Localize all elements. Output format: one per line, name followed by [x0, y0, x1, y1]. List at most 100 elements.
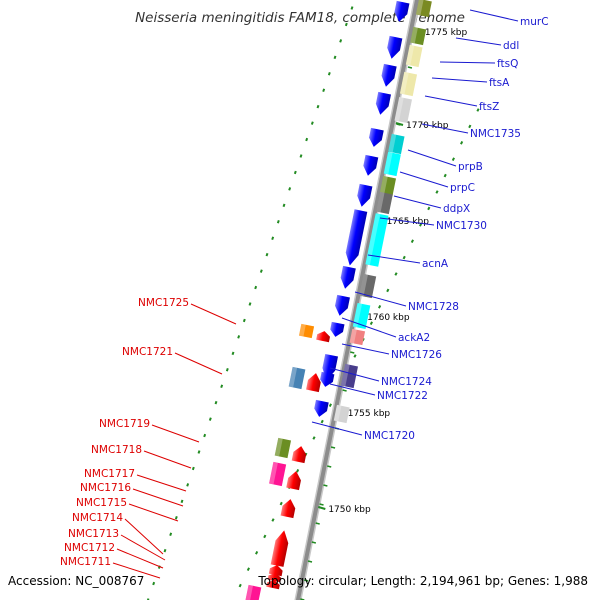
- label-leader-line: [439, 61, 496, 64]
- gene-cog-block-highlight: [349, 328, 357, 344]
- label-leaders: [112, 9, 519, 579]
- ruler-minor-tick: [315, 522, 320, 525]
- forward-gene-arrow: [320, 371, 335, 387]
- gene-cog-block: [376, 191, 393, 215]
- reverse-gene-arrow: [267, 573, 282, 583]
- gene-cog-block: [379, 175, 397, 197]
- gene-label: ddl: [503, 40, 519, 52]
- reverse-gene-arrow-shape: [268, 565, 283, 577]
- guide-dash-inner: [225, 368, 229, 372]
- label-leader-line: [393, 195, 442, 209]
- label-leader-line: [399, 171, 449, 188]
- guide-dash-inner: [305, 137, 309, 142]
- reverse-gene-cog-block-highlight: [288, 366, 298, 388]
- reverse-gene-cog-block-shape: [298, 323, 315, 339]
- gene-cog-block-shape: [359, 273, 377, 299]
- gene-label: NMC1720: [364, 430, 415, 442]
- guide-dash-inner: [333, 55, 337, 60]
- reverse-gene-arrow-shape: [306, 373, 321, 393]
- reverse-gene-arrow: [306, 373, 321, 393]
- dotted-guide-circles: [146, 6, 480, 600]
- ruler-minor-tick: [396, 123, 401, 126]
- guide-dash-outer: [296, 469, 300, 473]
- gene-label: prpC: [450, 182, 475, 194]
- gene-cog-block-highlight: [352, 302, 363, 328]
- gene-features: [245, 0, 432, 600]
- label-leader-line: [116, 548, 164, 569]
- label-leader-line: [120, 534, 166, 561]
- label-leader-line: [329, 383, 376, 396]
- ruler-minor-tick: [311, 541, 317, 544]
- gene-cog-block-highlight: [415, 0, 424, 16]
- forward-gene-arrow: [394, 0, 410, 22]
- gene-cog-block-highlight: [410, 26, 418, 44]
- guide-dash-outer: [419, 223, 423, 227]
- guide-dash-outer: [238, 583, 242, 588]
- guide-dash-outer: [460, 141, 464, 145]
- gene-cog-block-highlight: [365, 213, 381, 266]
- gene-cog-block-highlight: [376, 191, 385, 213]
- gene-cog-block-shape: [333, 404, 350, 424]
- label-leader-line: [379, 217, 435, 226]
- guide-dash-inner: [197, 450, 201, 454]
- gene-cog-block-shape: [405, 44, 423, 68]
- guide-dash-inner: [259, 269, 263, 273]
- gene-cog-block-shape: [415, 0, 432, 18]
- forward-gene-arrow: [387, 35, 403, 59]
- gene-label: NMC1711: [60, 556, 111, 568]
- label-leader-line: [367, 254, 421, 264]
- ruler-minor-tick: [303, 579, 309, 582]
- reverse-gene-cog-block-highlight: [298, 323, 306, 337]
- forward-gene-arrow-shape: [335, 294, 350, 316]
- guide-dash-inner: [180, 499, 184, 504]
- forward-gene-arrow: [369, 127, 384, 147]
- gene-cog-block-shape: [410, 26, 427, 46]
- gene-cog-block: [383, 151, 401, 177]
- guide-dash-inner: [248, 302, 252, 306]
- ruler-minor-tick: [327, 465, 332, 468]
- guide-dash-outer: [271, 518, 275, 522]
- gene-cog-block: [399, 71, 418, 97]
- accession-text: Accession: NC_008767: [8, 574, 145, 588]
- label-leader-line: [424, 95, 478, 107]
- guide-dash-inner: [344, 22, 348, 27]
- forward-gene-arrow: [335, 294, 350, 316]
- gene-cog-block-shape: [376, 191, 393, 215]
- gene-cog-block-shape: [388, 133, 405, 155]
- guide-dash-outer: [255, 551, 259, 555]
- ruler-tick: [318, 506, 326, 510]
- ruler-minor-tick: [350, 351, 355, 354]
- reverse-gene-cog-block-highlight: [269, 461, 278, 485]
- ruler-tick-label: 1775 kbp: [425, 28, 468, 38]
- gene-cog-block: [410, 26, 427, 46]
- gene-label: ftsA: [489, 77, 510, 89]
- guide-dash-outer: [328, 403, 332, 407]
- label-leader-line: [341, 317, 397, 338]
- guide-dash-inner: [293, 170, 297, 175]
- gene-label: NMC1725: [138, 297, 189, 309]
- gene-label: ddpX: [443, 203, 470, 215]
- gene-cog-block-highlight: [379, 175, 388, 195]
- label-leader-line: [469, 9, 519, 22]
- gene-cog-block-shape: [365, 213, 389, 267]
- reverse-gene-cog-block-highlight: [274, 437, 283, 457]
- reverse-gene-arrow-shape: [286, 471, 301, 491]
- guide-dash-inner: [299, 154, 303, 158]
- forward-gene-arrow-shape: [314, 399, 329, 417]
- reverse-gene-cog-block: [288, 366, 306, 390]
- reverse-gene-cog-block-shape: [288, 366, 306, 390]
- gene-label: NMC1726: [391, 349, 442, 361]
- guide-dash-outer: [468, 124, 472, 129]
- gene-cog-block: [365, 213, 389, 267]
- gene-label: NMC1713: [68, 528, 119, 540]
- reverse-gene-cog-block-highlight: [245, 584, 254, 600]
- backbone-line: [295, 0, 420, 600]
- forward-gene-arrow: [375, 91, 392, 115]
- guide-dash-inner: [174, 516, 178, 520]
- label-leader-line: [143, 450, 192, 469]
- reverse-gene-cog-block-shape: [274, 437, 292, 459]
- forward-gene-arrow: [363, 154, 379, 176]
- guide-dash-inner: [242, 318, 246, 323]
- ruler-minor-tick: [319, 503, 324, 506]
- reverse-gene-cog-block-shape: [245, 584, 262, 600]
